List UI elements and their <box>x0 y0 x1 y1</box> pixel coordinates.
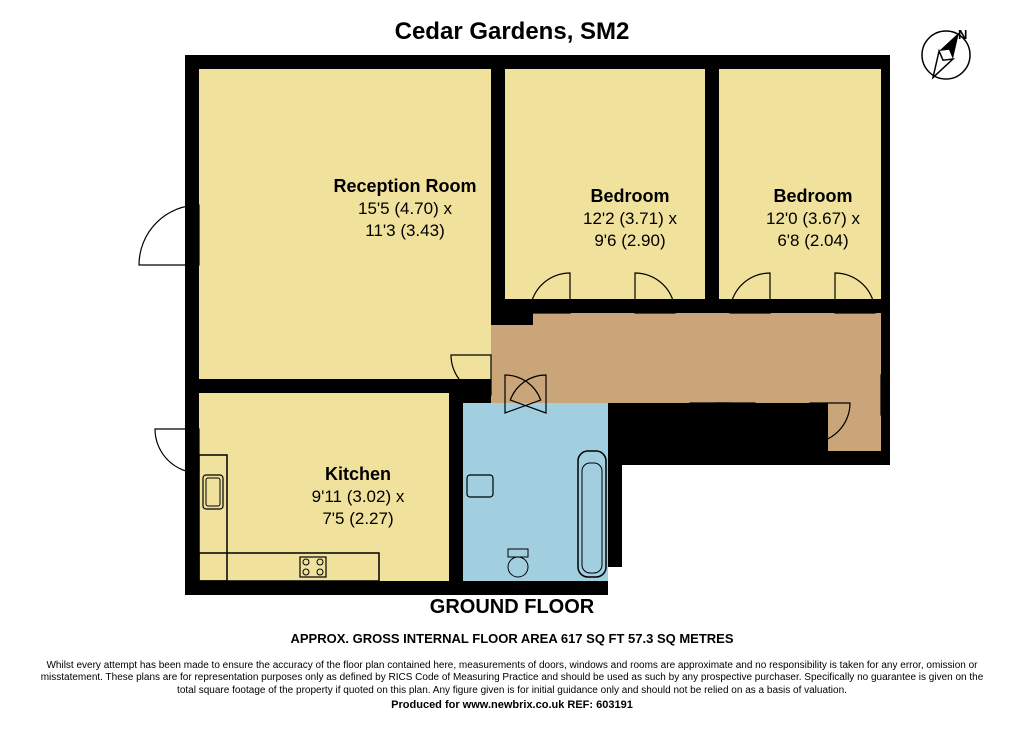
floor-label: GROUND FLOOR <box>0 596 1024 619</box>
page-title: Cedar Gardens, SM2 <box>0 18 1024 46</box>
area-text: APPROX. GROSS INTERNAL FLOOR AREA 617 SQ… <box>0 631 1024 646</box>
room-label-reception: Reception Room15'5 (4.70) x11'3 (3.43) <box>310 175 500 243</box>
room-label-bedroom2: Bedroom12'0 (3.67) x6'8 (2.04) <box>738 185 888 253</box>
room-label-kitchen: Kitchen9'11 (3.02) x7'5 (2.27) <box>278 463 438 531</box>
disclaimer-text: Whilst every attempt has been made to en… <box>41 660 984 696</box>
room-label-bedroom1: Bedroom12'2 (3.71) x9'6 (2.90) <box>550 185 710 253</box>
floorplan: Reception Room15'5 (4.70) x11'3 (3.43) Be… <box>130 55 890 595</box>
compass-icon: N <box>916 25 976 85</box>
disclaimer: Whilst every attempt has been made to en… <box>30 660 994 713</box>
produced-text: Produced for www.newbrix.co.uk REF: 6031… <box>30 699 994 713</box>
compass-letter: N <box>958 27 967 42</box>
